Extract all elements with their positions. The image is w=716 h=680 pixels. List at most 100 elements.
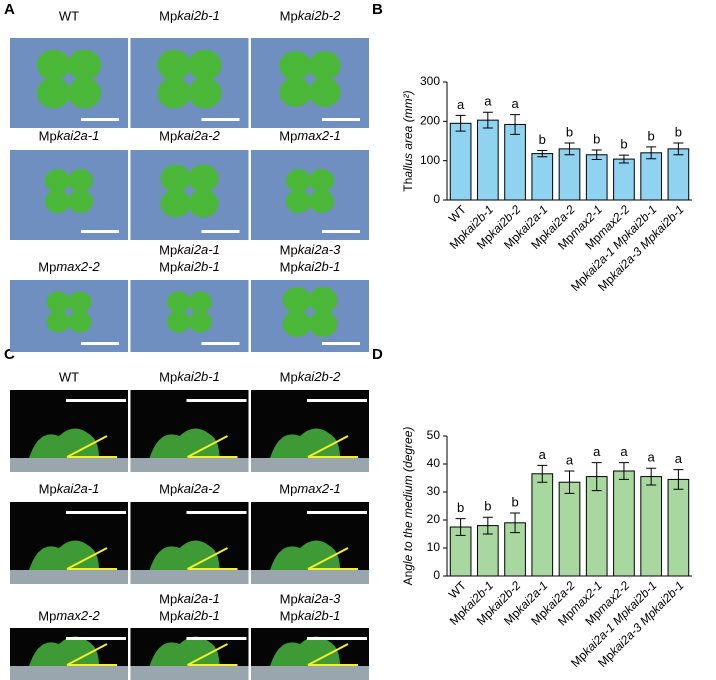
y-tick-label: 50 [427, 428, 441, 442]
photo-label: Mpmax2-1 [279, 481, 340, 496]
thallus [188, 77, 222, 109]
scale-bar [307, 637, 367, 640]
scale-bar [186, 637, 247, 640]
plant [149, 636, 220, 666]
bar [476, 119, 499, 201]
thallus [157, 77, 191, 109]
bar [667, 148, 690, 201]
photo [130, 38, 249, 128]
medium [251, 570, 369, 584]
panel-letter: C [4, 346, 15, 363]
thallus [188, 291, 213, 313]
scale-bar [201, 230, 240, 233]
angle [307, 547, 358, 570]
significance-label: a [457, 97, 465, 112]
significance-label: a [511, 96, 519, 111]
photo [10, 280, 128, 352]
scale-bar [81, 118, 119, 121]
scale-bar [322, 230, 360, 233]
photo-label: Mpkai2a-1 [39, 481, 100, 496]
bar [585, 154, 608, 201]
thallus [308, 77, 341, 107]
scale-bar [201, 118, 240, 121]
significance-label: b [648, 128, 655, 143]
scale-bar [81, 342, 119, 345]
error-bar [591, 462, 602, 492]
significance-label: b [620, 137, 627, 152]
thallus [285, 168, 312, 193]
error-bar [646, 467, 657, 486]
plant [149, 428, 220, 458]
angle [307, 643, 358, 666]
thallus [282, 310, 312, 337]
photo-label: Mpkai2a-1 [159, 591, 220, 606]
angle [66, 435, 117, 458]
thallus [46, 311, 70, 333]
scale-bar [201, 342, 240, 345]
thallus [166, 291, 191, 313]
thallus [67, 189, 94, 214]
plant [29, 428, 99, 458]
thallus [36, 77, 71, 109]
photo-label: Mpkai2a-2 [159, 128, 220, 143]
error-bar [618, 154, 629, 164]
error-bar [510, 512, 521, 534]
y-tick-label: 40 [427, 456, 441, 470]
significance-label: a [539, 447, 547, 462]
significance-label: b [457, 500, 464, 515]
photo-label: Mpkai2b-1 [159, 608, 220, 623]
y-axis-label: Thallus area (mm²) [401, 90, 415, 191]
photo-label: WT [59, 8, 79, 23]
photo-label: Mpkai2b-1 [280, 259, 341, 274]
thallus [36, 49, 71, 81]
thallus [308, 310, 338, 337]
significance-label: b [511, 494, 518, 509]
bar [613, 158, 635, 201]
thallus [160, 164, 191, 193]
y-tick-label: 200 [420, 114, 440, 128]
photo [10, 38, 128, 128]
scale-bar [66, 399, 126, 402]
scale-bar [307, 511, 367, 514]
error-bar [482, 516, 493, 535]
bar [531, 473, 554, 577]
bar [504, 123, 526, 201]
significance-label: b [539, 132, 546, 147]
significance-label: b [566, 124, 573, 139]
photo-label: Mpkai2b-2 [280, 369, 341, 384]
error-bar [537, 149, 548, 158]
photo [10, 150, 128, 240]
panel-letter: A [4, 1, 15, 18]
photo-label: Mpkai2a-3 [280, 242, 341, 257]
photo-label: Mpkai2b-1 [159, 369, 220, 384]
thallus [308, 287, 338, 314]
medium [10, 570, 128, 584]
error-bar [455, 518, 466, 536]
photo [251, 150, 369, 240]
angle [187, 547, 238, 570]
plant [149, 540, 220, 570]
bar [449, 122, 472, 201]
error-bar [537, 464, 548, 483]
y-tick-label: 0 [433, 568, 440, 582]
photo-label: Mpkai2b-2 [280, 8, 341, 23]
photo-label: Mpmax2-2 [38, 608, 100, 623]
error-bar [646, 146, 657, 160]
medium [130, 458, 249, 472]
y-tick-label: 0 [433, 192, 440, 206]
photo [130, 280, 249, 352]
thallus [308, 51, 341, 81]
bar [613, 470, 635, 577]
photo [251, 38, 369, 128]
panel-letter: D [372, 346, 383, 363]
photo [130, 150, 249, 240]
significance-label: a [620, 444, 628, 459]
thallus [188, 189, 219, 218]
significance-label: b [675, 124, 682, 139]
angle [66, 547, 117, 570]
significance-label: a [484, 94, 492, 109]
thallus [67, 77, 102, 109]
scale-bar [186, 399, 247, 402]
thallus [166, 311, 191, 333]
